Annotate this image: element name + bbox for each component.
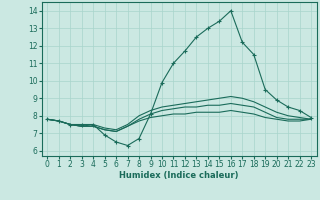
X-axis label: Humidex (Indice chaleur): Humidex (Indice chaleur) (119, 171, 239, 180)
